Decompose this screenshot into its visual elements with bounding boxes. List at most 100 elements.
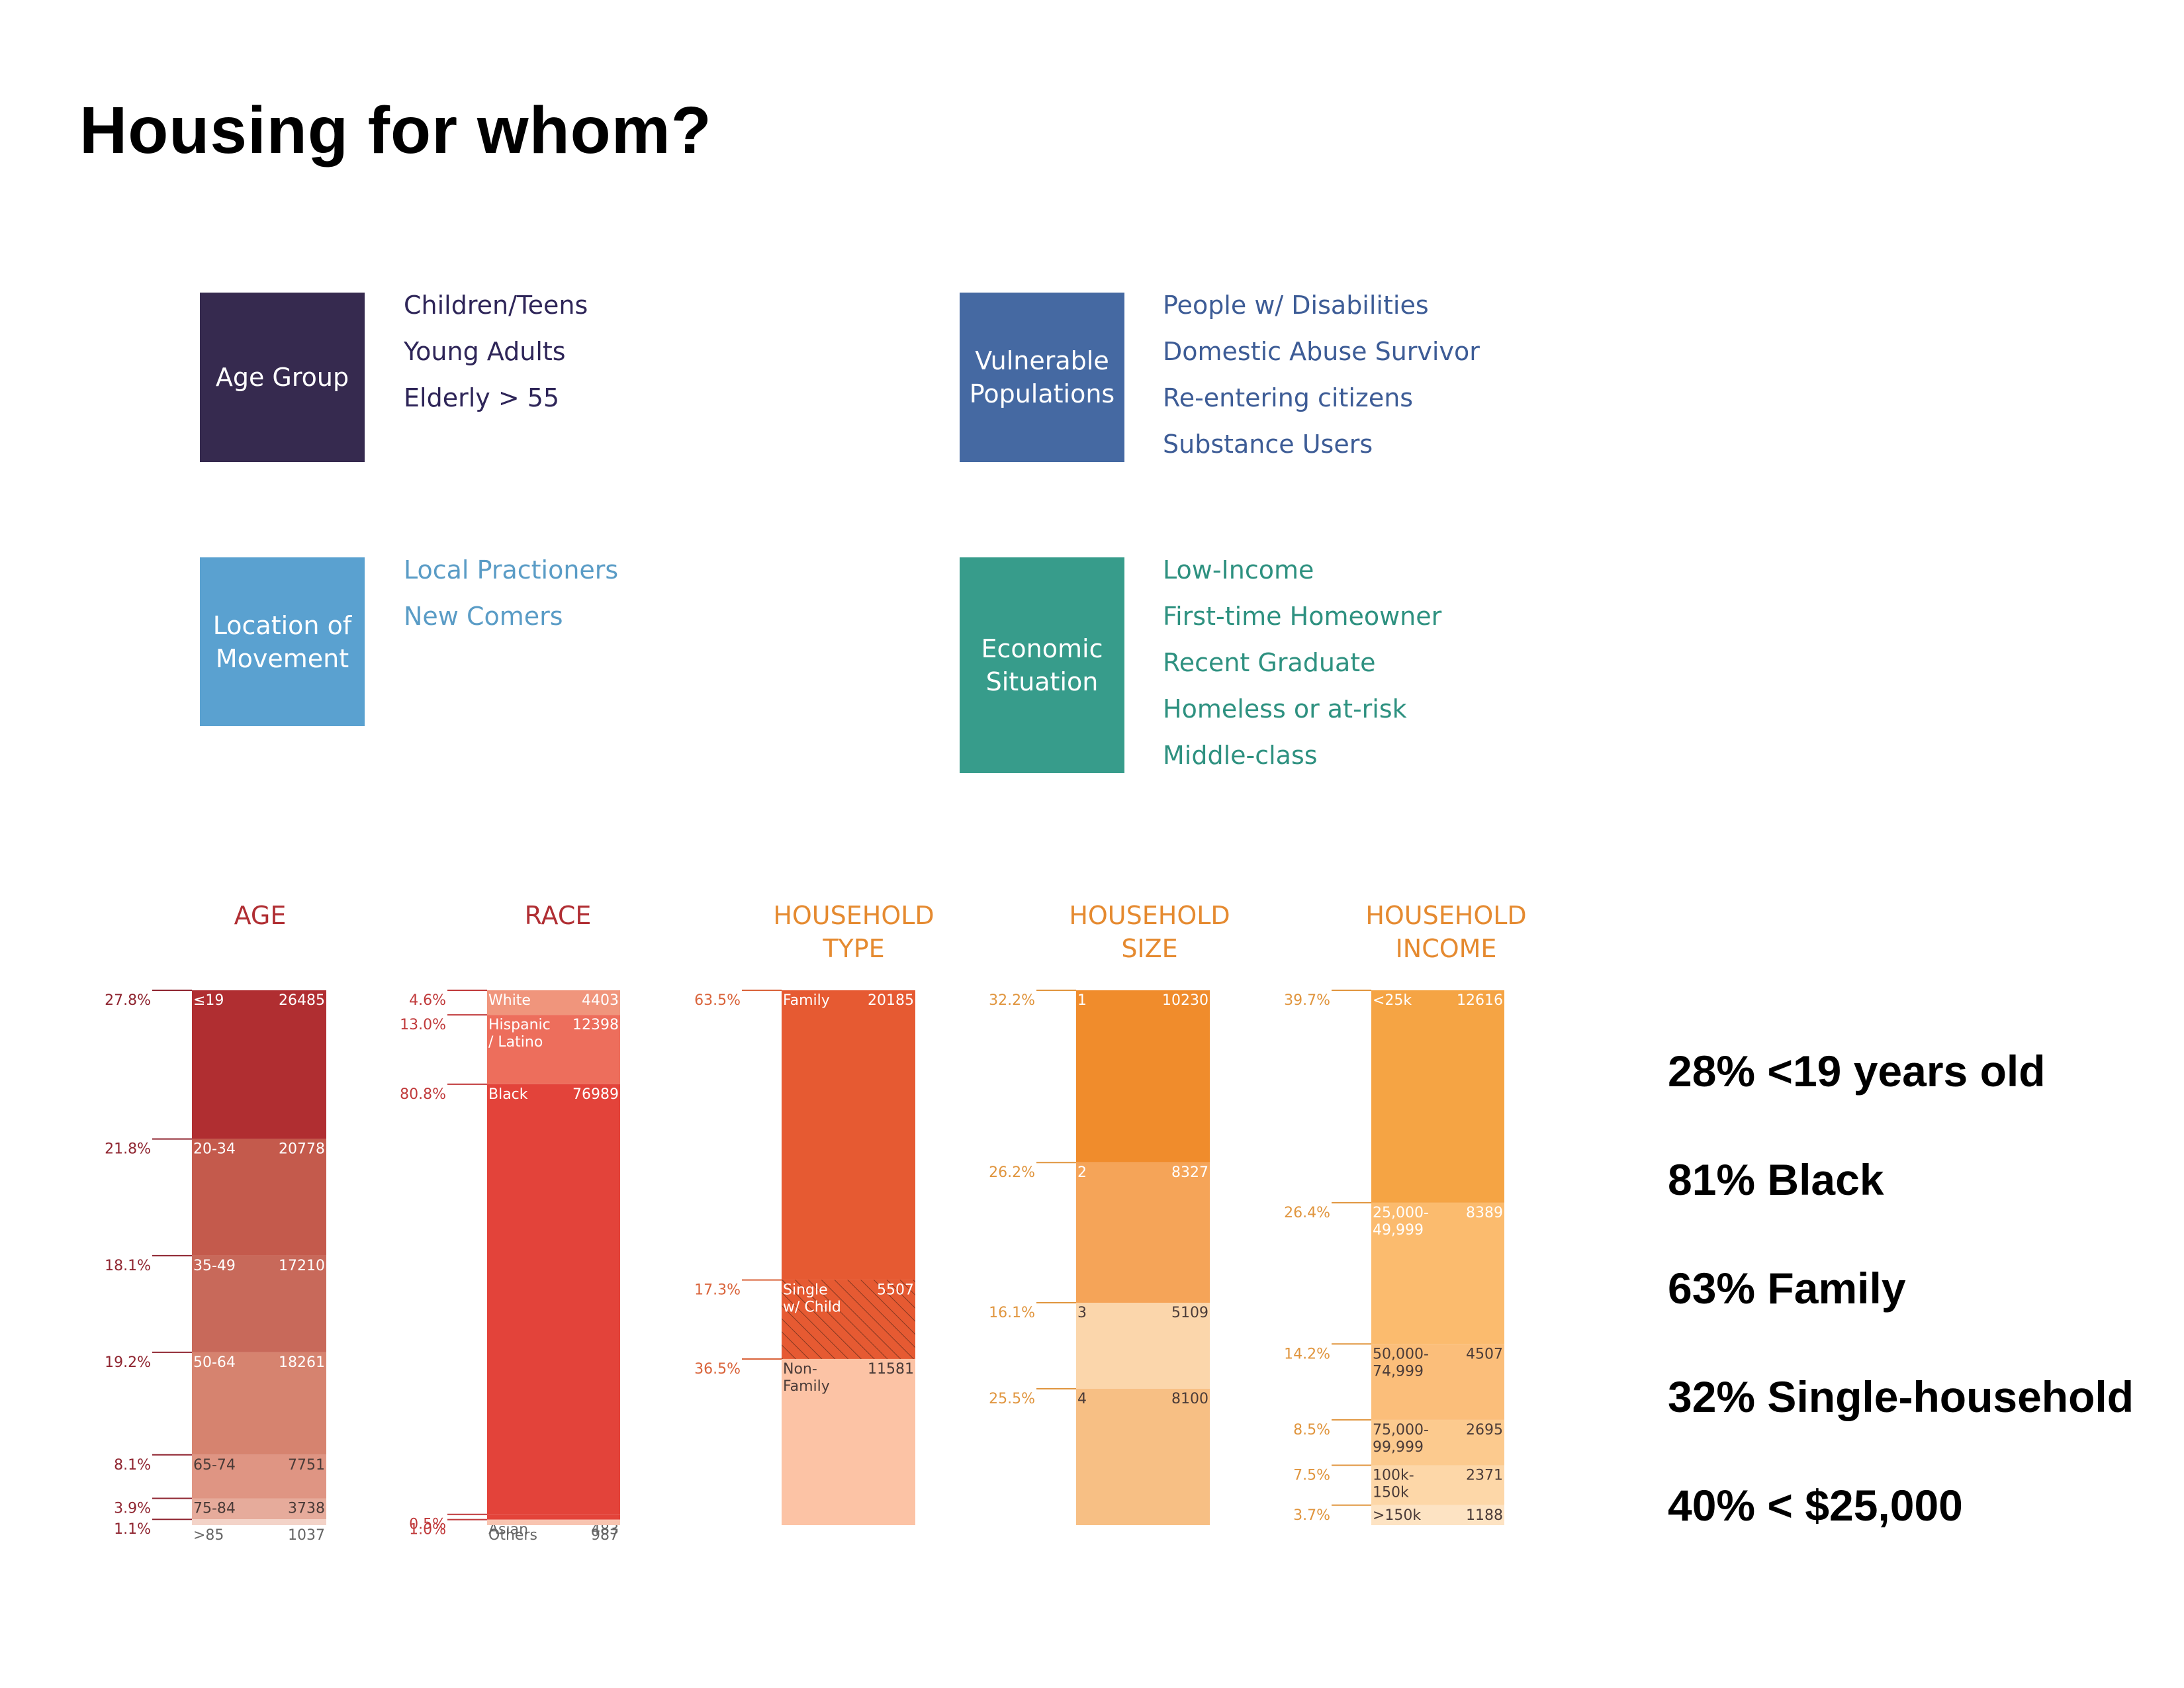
- segment-label: Black: [488, 1086, 528, 1103]
- segment-value: 5109: [1171, 1305, 1208, 1321]
- segment-value: 4403: [582, 992, 619, 1009]
- category-label: Location of Movement: [212, 610, 352, 673]
- percent-label: 13.0%: [400, 1017, 446, 1033]
- segment-label: Others: [488, 1527, 537, 1544]
- segment-value: 1188: [1466, 1507, 1503, 1524]
- chart-title-household-income: HOUSEHOLD INCOME: [1365, 901, 1527, 963]
- segment-label: White: [488, 992, 531, 1009]
- percent-label: 3.7%: [1293, 1507, 1330, 1524]
- segment-label: 49,999: [1373, 1222, 1424, 1239]
- bar-segment: [1371, 1505, 1504, 1525]
- bar-segment: [1076, 1388, 1210, 1525]
- segment-label: 50,000-: [1373, 1346, 1429, 1362]
- segment-label: 65-74: [193, 1457, 236, 1474]
- percent-label: 25.5%: [989, 1391, 1035, 1407]
- segment-value: 20185: [868, 992, 914, 1009]
- bar-segment: [1371, 1419, 1504, 1466]
- percent-label: 36.5%: [694, 1361, 741, 1378]
- bar-segment: [487, 1519, 620, 1525]
- summary-age: 28% <19 years old: [1668, 1047, 2046, 1096]
- segment-value: 3738: [288, 1500, 325, 1517]
- segment-label: 25,000-: [1373, 1205, 1429, 1221]
- bar-segment: [192, 1255, 326, 1352]
- bar-segment: [1076, 990, 1210, 1163]
- category-item: Elderly > 55: [404, 383, 560, 412]
- segment-label: Family: [783, 992, 830, 1009]
- segment-label: >150k: [1373, 1507, 1421, 1524]
- chart-title-household-type: HOUSEHOLD TYPE: [773, 901, 934, 963]
- segment-value: 17210: [279, 1258, 325, 1274]
- percent-label: 19.2%: [105, 1354, 151, 1371]
- category-item: People w/ Disabilities: [1163, 291, 1429, 320]
- segment-value: 987: [591, 1527, 619, 1544]
- segment-value: 11581: [868, 1361, 914, 1378]
- percent-label: 1.0%: [409, 1522, 446, 1538]
- summary-race: 81% Black: [1668, 1155, 1884, 1204]
- percent-label: 63.5%: [694, 992, 741, 1009]
- percent-label: 39.7%: [1284, 992, 1330, 1009]
- segment-value: 4507: [1466, 1346, 1503, 1362]
- stacked-bar-age: 27.8% ≤19 26485 21.8% 20-34 20778 18.1% 35-49 17…: [105, 990, 326, 1544]
- percent-label: 1.1%: [114, 1521, 151, 1538]
- segment-label: 35-49: [193, 1258, 236, 1274]
- percent-label: 4.6%: [409, 992, 446, 1009]
- category-item: Local Practioners: [404, 555, 619, 585]
- page-title: Housing for whom?: [79, 93, 712, 167]
- segment-label: / Latino: [488, 1034, 543, 1051]
- category-items-age-group: Children/Teens Young Adults Elderly > 55: [404, 289, 588, 428]
- segment-label: ≤19: [193, 992, 224, 1009]
- segment-value: 2371: [1466, 1467, 1503, 1483]
- bar-segment: [1371, 1202, 1504, 1344]
- percent-label: 26.2%: [989, 1164, 1035, 1181]
- bar-segment: [192, 1498, 326, 1520]
- bar-segment: [192, 1352, 326, 1455]
- category-item: Homeless or at-risk: [1163, 694, 1407, 724]
- chart-title-household-size: HOUSEHOLD SIZE: [1069, 901, 1230, 963]
- segment-value: 7751: [288, 1457, 325, 1474]
- stacked-bar-household-income: 39.7% <25k 12616 26.4% 25,000-49,999 8389 14.2…: [1284, 990, 1504, 1525]
- category-item: New Comers: [404, 602, 563, 631]
- segment-label: 3: [1077, 1305, 1087, 1321]
- segment-label: Family: [783, 1378, 830, 1395]
- stacked-bar-race: 4.6% White 4403 13.0% Hispanic/ Latino 12398 8…: [400, 990, 620, 1544]
- category-item: Children/Teens: [404, 291, 588, 320]
- category-item: Domestic Abuse Survivor: [1163, 337, 1480, 366]
- chart-title-race: RACE: [524, 901, 592, 930]
- segment-value: 12616: [1457, 992, 1503, 1009]
- bar-segment: [192, 1519, 326, 1525]
- segment-label: 2: [1077, 1164, 1087, 1181]
- segment-value: 5507: [877, 1282, 914, 1299]
- segment-value: 12398: [572, 1017, 619, 1033]
- segment-label: 1: [1077, 992, 1087, 1009]
- bar-segment: [192, 990, 326, 1139]
- percent-label: 16.1%: [989, 1305, 1035, 1321]
- segment-label: 100k-: [1373, 1467, 1414, 1483]
- category-item: First-time Homeowner: [1163, 602, 1442, 631]
- summary-household-type: 63% Family: [1668, 1264, 1906, 1313]
- segment-value: 76989: [572, 1086, 619, 1103]
- category-item: Re-entering citizens: [1163, 383, 1414, 412]
- segment-label: w/ Child: [783, 1299, 841, 1316]
- category-label: Economic Situation: [981, 634, 1103, 696]
- category-items-vulnerable-populations: People w/ Disabilities Domestic Abuse Su…: [1163, 289, 1480, 474]
- percent-label: 8.1%: [114, 1457, 151, 1474]
- category-item: Recent Graduate: [1163, 648, 1376, 677]
- category-box-age-group: Age Group: [200, 293, 365, 462]
- segment-value: 26485: [279, 992, 325, 1009]
- category-label: Age Group: [215, 363, 349, 392]
- segment-label: Non-: [783, 1361, 817, 1378]
- bar-segment: [782, 1358, 915, 1525]
- bar-segment: [1371, 1344, 1504, 1420]
- category-item: Middle-class: [1163, 741, 1318, 770]
- percent-label: 18.1%: [105, 1258, 151, 1274]
- chart-title-age: AGE: [234, 901, 287, 930]
- category-item: Low-Income: [1163, 555, 1314, 585]
- category-box-vulnerable-populations: Vulnerable Populations: [960, 293, 1124, 462]
- percent-label: 7.5%: [1293, 1467, 1330, 1483]
- bar-segment: [487, 1084, 620, 1515]
- segment-label: <25k: [1373, 992, 1412, 1009]
- stacked-bar-household-size: 32.2% 1 10230 26.2% 2 8327 16.1% 3 5109 25.5% 4 810…: [989, 990, 1210, 1525]
- segment-label: 150k: [1373, 1484, 1409, 1501]
